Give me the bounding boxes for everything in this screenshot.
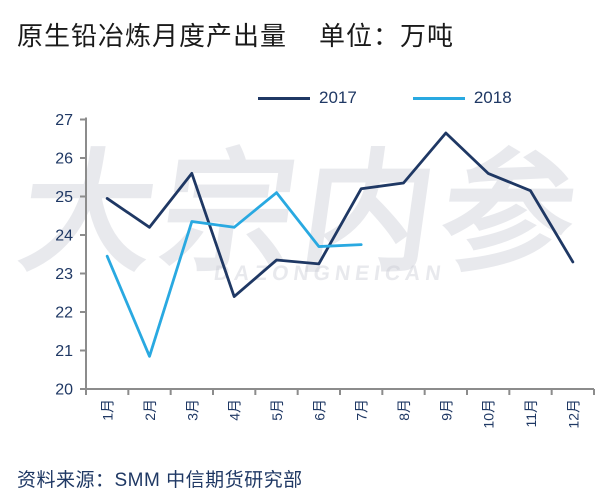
legend-label-2017: 2017: [319, 88, 357, 107]
svg-text:6月: 6月: [311, 399, 327, 421]
unit-label: 单位：万吨: [319, 21, 455, 51]
legend-label-2018: 2018: [473, 88, 512, 107]
svg-text:7月: 7月: [354, 399, 370, 421]
legend-line-2018-icon: [412, 96, 465, 100]
svg-text:12月: 12月: [565, 399, 581, 429]
svg-text:21: 21: [55, 343, 73, 360]
legend-item-2018: 2018: [412, 88, 512, 108]
legend-item-2017: 2017: [258, 88, 357, 108]
svg-text:8月: 8月: [396, 399, 412, 421]
svg-text:22: 22: [55, 305, 73, 322]
svg-text:5月: 5月: [269, 399, 285, 421]
svg-text:26: 26: [55, 151, 73, 168]
svg-text:27: 27: [55, 112, 73, 129]
svg-text:1月: 1月: [100, 399, 116, 421]
svg-text:9月: 9月: [438, 399, 454, 421]
legend: 2017 2018: [258, 88, 512, 108]
svg-text:4月: 4月: [227, 399, 243, 421]
svg-text:24: 24: [55, 228, 73, 245]
svg-text:2月: 2月: [142, 399, 158, 421]
svg-text:3月: 3月: [184, 399, 200, 421]
source-note: 资料来源：SMM 中信期货研究部: [17, 470, 303, 491]
svg-text:25: 25: [55, 189, 73, 206]
svg-text:20: 20: [55, 382, 73, 399]
svg-text:23: 23: [55, 266, 73, 283]
chart-title: 原生铅冶炼月度产出量: [17, 21, 288, 51]
legend-line-2017-icon: [258, 96, 310, 100]
svg-text:11月: 11月: [523, 399, 539, 428]
chart-header: 原生铅冶炼月度产出量 单位：万吨: [17, 16, 454, 53]
svg-text:10月: 10月: [481, 399, 497, 429]
